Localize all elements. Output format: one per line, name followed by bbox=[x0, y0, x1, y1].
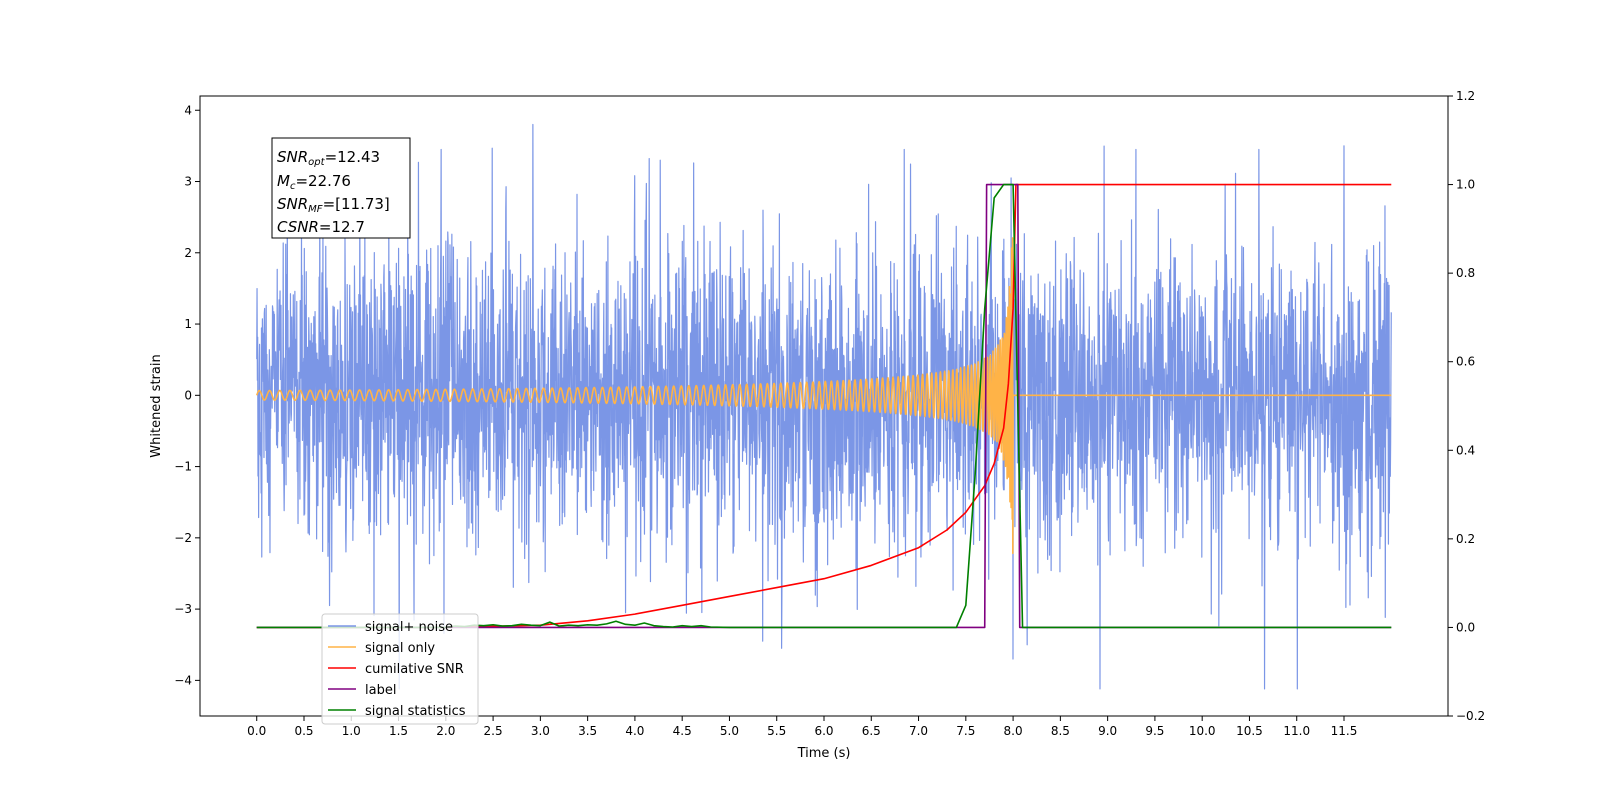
legend-label-signal-noise: signal+ noise bbox=[365, 620, 453, 635]
x-tick-label: 11.0 bbox=[1283, 724, 1310, 738]
series-layer bbox=[255, 123, 1392, 690]
y-right-tick-label: 0.4 bbox=[1456, 443, 1475, 457]
y-right-tick-label: 0.6 bbox=[1456, 355, 1475, 369]
y-left-tick-label: −1 bbox=[174, 460, 192, 474]
x-tick-label: 6.0 bbox=[814, 724, 833, 738]
y-left-tick-label: 0 bbox=[184, 388, 192, 402]
y-left-tick-label: −3 bbox=[174, 602, 192, 616]
y-right-tick-label: 1.2 bbox=[1456, 89, 1475, 103]
x-tick-label: 2.5 bbox=[484, 724, 503, 738]
x-tick-label: 8.5 bbox=[1051, 724, 1070, 738]
x-tick-label: 8.0 bbox=[1004, 724, 1023, 738]
annotation-line-3: SNRMF=[11.73] bbox=[277, 195, 390, 215]
x-tick-label: 1.5 bbox=[389, 724, 408, 738]
legend-frame bbox=[321, 613, 479, 725]
y-right-tick-label: 1.0 bbox=[1456, 178, 1475, 192]
x-tick-label: 6.5 bbox=[862, 724, 881, 738]
y-left-tick-label: −2 bbox=[174, 531, 192, 545]
x-tick-label: 5.5 bbox=[767, 724, 786, 738]
x-tick-label: 3.5 bbox=[578, 724, 597, 738]
x-tick-label: 7.0 bbox=[909, 724, 928, 738]
x-tick-label: 0.0 bbox=[247, 724, 266, 738]
annotation-frame bbox=[271, 137, 411, 239]
series-line-signal-statistics bbox=[256, 183, 1392, 629]
x-tick-label: 7.5 bbox=[956, 724, 975, 738]
x-tick-label: 10.0 bbox=[1189, 724, 1216, 738]
x-tick-label: 10.5 bbox=[1236, 724, 1263, 738]
y-left-tick-label: 2 bbox=[184, 246, 192, 260]
x-tick-label: 2.0 bbox=[436, 724, 455, 738]
legend: signal+ noise signal only cumilative SNR… bbox=[321, 613, 479, 725]
legend-label-cumilative-snr: cumilative SNR bbox=[365, 662, 464, 677]
series-line-signal-only bbox=[255, 237, 1392, 555]
x-tick-label: 9.0 bbox=[1098, 724, 1117, 738]
y-left-tick-label: 1 bbox=[184, 317, 192, 331]
legend-label-signal-only: signal only bbox=[365, 641, 435, 656]
y-left-tick-label: 4 bbox=[184, 103, 192, 117]
x-tick-label: 0.5 bbox=[294, 724, 313, 738]
x-tick-label: 11.5 bbox=[1331, 724, 1358, 738]
y-right-tick-label: −0.2 bbox=[1456, 709, 1485, 723]
annotation-line-1: SNRopt=12.43 bbox=[277, 148, 380, 168]
y-left-tick-label: −4 bbox=[174, 673, 192, 687]
series-line-signal-noise bbox=[256, 123, 1392, 690]
x-axis-ticks: 0.0 0.5 1.0 1.5 2.0 2.5 3.0 3.5 4.0 4.5 5.0 5.5 6.0 6… bbox=[247, 716, 1357, 738]
x-tick-label: 4.0 bbox=[625, 724, 644, 738]
y-right-tick-label: 0.2 bbox=[1456, 532, 1475, 546]
y-left-axis-label: Whitened strain bbox=[149, 354, 164, 457]
x-tick-label: 5.0 bbox=[720, 724, 739, 738]
x-tick-label: 4.5 bbox=[673, 724, 692, 738]
series-line-cumilative-snr bbox=[256, 183, 1392, 629]
x-tick-label: 1.0 bbox=[342, 724, 361, 738]
annotation-line-4: CSNR=12.7 bbox=[277, 218, 365, 236]
y-right-tick-label: 0.8 bbox=[1456, 266, 1475, 280]
x-axis-label: Time (s) bbox=[797, 746, 851, 761]
y-left-axis-ticks: 4 3 2 1 0 −1 −2 −3 −4 bbox=[174, 103, 200, 687]
x-tick-label: 3.0 bbox=[531, 724, 550, 738]
y-left-tick-label: 3 bbox=[184, 175, 192, 189]
annotation-line-2: Mc=22.76 bbox=[277, 172, 351, 192]
legend-label-signal-statistics: signal statistics bbox=[365, 704, 466, 719]
y-right-axis-ticks: 1.2 1.0 0.8 0.6 0.4 0.2 0.0 −0.2 bbox=[1448, 89, 1485, 723]
y-right-tick-label: 0.0 bbox=[1456, 620, 1475, 634]
x-tick-label: 9.5 bbox=[1145, 724, 1164, 738]
legend-label-label: label bbox=[365, 683, 396, 698]
annotation-box: SNRopt=12.43 Mc=22.76 SNRMF=[11.73] CSNR… bbox=[271, 137, 411, 239]
